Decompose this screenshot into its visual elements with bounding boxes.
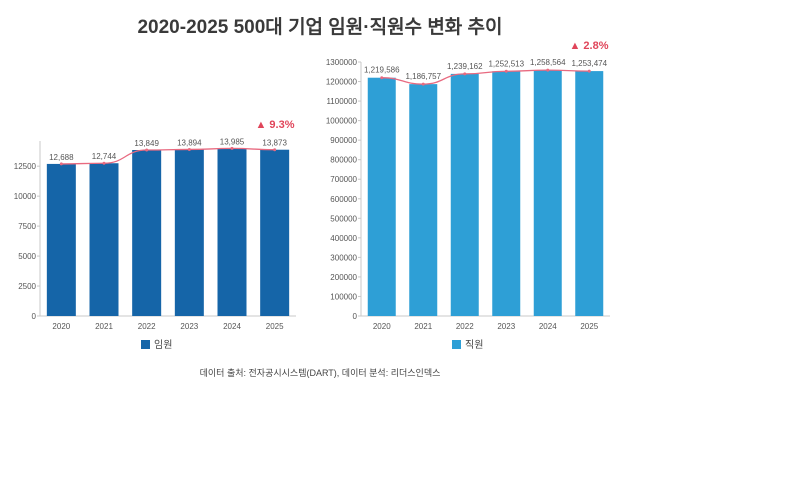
x-tick-label: 2025 [266, 322, 284, 331]
data-label-2022: 13,849 [134, 139, 159, 148]
y-tick-label: 100000 [330, 292, 357, 301]
x-tick-label: 2023 [497, 322, 515, 331]
data-label-2023: 13,894 [177, 138, 202, 147]
trend-point-2025 [273, 148, 277, 152]
legend-label: 직원 [465, 339, 483, 351]
x-tick-label: 2022 [456, 322, 474, 331]
y-tick-label: 700000 [330, 175, 357, 184]
y-tick-label: 300000 [330, 253, 357, 262]
data-label-2025: 13,873 [262, 139, 287, 148]
bar-2022 [450, 73, 479, 316]
trend-point-2024 [230, 146, 234, 150]
trend-point-2020 [59, 162, 63, 166]
bar-2020 [367, 77, 396, 316]
executives-chart: 0 2500 5000 7500 10000 12500 12,688 2020 12,744 2… [14, 119, 296, 351]
y-tick-label: 0 [353, 312, 358, 321]
y-tick-label: 900000 [330, 136, 357, 145]
data-label-2021: 1,186,757 [405, 72, 441, 81]
growth-annotation: ▲ 2.8% [569, 40, 608, 52]
x-tick-label: 2021 [414, 322, 432, 331]
data-source-note: 데이터 출처: 전자공시시스템(DART), 데이터 분석: 리더스인덱스 [199, 368, 441, 378]
bar-2021 [89, 163, 119, 316]
data-label-2022: 1,239,162 [447, 62, 483, 71]
x-tick-label: 2022 [138, 322, 156, 331]
bar-2024 [533, 70, 562, 317]
y-tick-label: 600000 [330, 195, 357, 204]
y-tick-label: 1300000 [326, 58, 358, 67]
data-label-2024: 1,258,564 [530, 58, 566, 67]
y-tick-label: 10000 [14, 192, 37, 201]
bar-2020 [46, 163, 76, 316]
y-tick-label: 0 [32, 312, 37, 321]
y-tick-label: 1000000 [326, 117, 358, 126]
x-tick-label: 2025 [580, 322, 598, 331]
trend-point-2022 [145, 148, 149, 152]
x-tick-label: 2021 [95, 322, 113, 331]
y-tick-label: 1100000 [326, 97, 357, 106]
chart-title: 2020-2025 500대 기업 임원·직원수 변화 추이 [137, 17, 503, 38]
x-tick-label: 2020 [373, 322, 391, 331]
data-label-2020: 12,688 [49, 153, 74, 162]
trend-point-2021 [421, 82, 425, 86]
bar-2023 [174, 149, 204, 316]
trend-point-2024 [546, 68, 550, 72]
trend-point-2023 [187, 147, 191, 151]
y-tick-label: 200000 [330, 273, 357, 282]
x-tick-label: 2024 [223, 322, 241, 331]
bar-2025 [260, 149, 290, 316]
x-tick-label: 2024 [539, 322, 557, 331]
y-tick-label: 2500 [18, 282, 36, 291]
trend-point-2021 [102, 161, 106, 165]
y-tick-label: 12500 [14, 162, 37, 171]
data-label-2025: 1,253,474 [571, 59, 607, 68]
y-tick-label: 1200000 [326, 78, 358, 87]
y-tick-label: 400000 [330, 234, 357, 243]
trend-point-2022 [463, 72, 467, 76]
data-label-2023: 1,252,513 [488, 59, 524, 68]
y-tick-label: 7500 [18, 222, 36, 231]
y-tick-label: 500000 [330, 214, 357, 223]
x-tick-label: 2023 [180, 322, 198, 331]
legend-swatch [452, 340, 461, 349]
trend-point-2020 [380, 76, 384, 80]
y-tick-label: 5000 [18, 252, 36, 261]
employees-chart: 0 100000 200000 300000 400000 500000 600000 700… [326, 40, 610, 351]
trend-line [61, 147, 275, 165]
trend-point-2025 [587, 69, 591, 73]
bar-2023 [492, 71, 521, 316]
bar-2021 [409, 84, 438, 316]
legend-swatch [141, 340, 150, 349]
bar-2025 [575, 71, 604, 317]
trend-line [381, 69, 590, 85]
data-label-2020: 1,219,586 [364, 66, 400, 75]
bar-2022 [132, 150, 162, 316]
y-tick-label: 800000 [330, 156, 357, 165]
x-tick-label: 2020 [52, 322, 70, 331]
growth-annotation: ▲ 9.3% [255, 119, 294, 131]
data-label-2021: 12,744 [92, 152, 117, 161]
data-label-2024: 13,985 [220, 137, 245, 146]
bar-2024 [217, 148, 247, 316]
trend-point-2023 [504, 69, 508, 73]
legend-label: 임원 [154, 338, 172, 351]
